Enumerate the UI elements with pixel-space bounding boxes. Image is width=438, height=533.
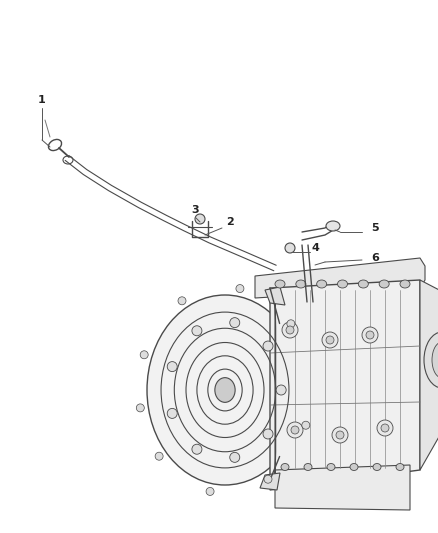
Polygon shape: [255, 258, 425, 298]
Ellipse shape: [379, 280, 389, 288]
Ellipse shape: [291, 426, 299, 434]
Ellipse shape: [195, 214, 205, 224]
Ellipse shape: [286, 326, 294, 334]
Ellipse shape: [296, 280, 306, 288]
Ellipse shape: [304, 464, 312, 471]
Text: 5: 5: [371, 223, 379, 233]
Ellipse shape: [400, 280, 410, 288]
Text: 3: 3: [191, 205, 199, 215]
Ellipse shape: [302, 421, 310, 429]
Ellipse shape: [276, 385, 286, 395]
Ellipse shape: [377, 420, 393, 436]
Ellipse shape: [285, 243, 295, 253]
Ellipse shape: [381, 424, 389, 432]
Ellipse shape: [230, 453, 240, 462]
Ellipse shape: [362, 327, 378, 343]
Ellipse shape: [424, 332, 438, 388]
Ellipse shape: [282, 322, 298, 338]
Polygon shape: [265, 287, 285, 305]
Ellipse shape: [140, 351, 148, 359]
Ellipse shape: [396, 464, 404, 471]
Ellipse shape: [432, 342, 438, 378]
Ellipse shape: [287, 320, 295, 328]
Ellipse shape: [215, 378, 235, 402]
Ellipse shape: [192, 444, 202, 454]
Ellipse shape: [263, 341, 273, 351]
Ellipse shape: [263, 429, 273, 439]
Ellipse shape: [281, 464, 289, 471]
Ellipse shape: [338, 280, 347, 288]
Ellipse shape: [326, 221, 340, 231]
Ellipse shape: [136, 404, 144, 412]
Polygon shape: [270, 280, 420, 490]
Ellipse shape: [336, 431, 344, 439]
Ellipse shape: [287, 422, 303, 438]
Ellipse shape: [192, 326, 202, 336]
Ellipse shape: [275, 280, 285, 288]
Polygon shape: [260, 473, 280, 490]
Ellipse shape: [178, 297, 186, 305]
Polygon shape: [275, 290, 276, 478]
Ellipse shape: [373, 464, 381, 471]
Ellipse shape: [155, 452, 163, 460]
Ellipse shape: [317, 280, 327, 288]
Text: 4: 4: [311, 243, 319, 253]
Ellipse shape: [230, 318, 240, 328]
Ellipse shape: [167, 361, 177, 372]
Ellipse shape: [332, 427, 348, 443]
Ellipse shape: [264, 475, 272, 483]
Ellipse shape: [326, 336, 334, 344]
Ellipse shape: [350, 464, 358, 471]
Text: 6: 6: [371, 253, 379, 263]
Text: 2: 2: [226, 217, 234, 227]
Ellipse shape: [358, 280, 368, 288]
Ellipse shape: [167, 408, 177, 418]
Ellipse shape: [327, 464, 335, 471]
Ellipse shape: [236, 285, 244, 293]
Polygon shape: [275, 465, 410, 510]
Polygon shape: [420, 280, 438, 470]
Ellipse shape: [147, 295, 303, 485]
Text: 1: 1: [38, 95, 46, 105]
Ellipse shape: [322, 332, 338, 348]
Ellipse shape: [366, 331, 374, 339]
Ellipse shape: [206, 488, 214, 496]
